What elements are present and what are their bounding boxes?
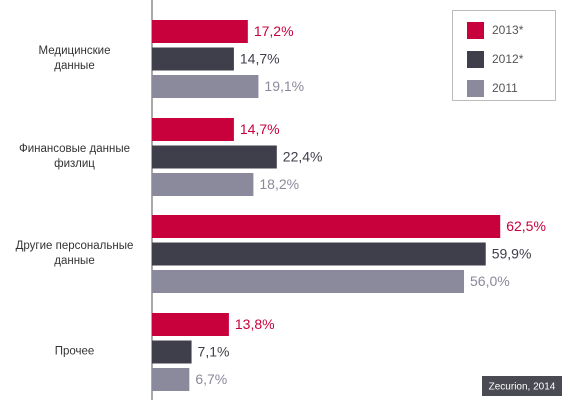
category-label: Прочее <box>54 345 95 358</box>
bar <box>152 313 229 336</box>
value-label: 13,8% <box>235 316 275 332</box>
bar <box>152 118 234 141</box>
value-label: 6,7% <box>195 371 227 387</box>
value-label: 7,1% <box>198 344 230 360</box>
category-label: Финансовые данные физлиц <box>19 143 130 170</box>
legend-swatch <box>467 51 484 68</box>
value-label: 19,1% <box>264 78 304 94</box>
category-label: Медицинские данные <box>38 45 111 72</box>
legend-label: 2012* <box>492 52 524 66</box>
source-box <box>482 376 562 396</box>
value-label: 14,7% <box>240 51 280 67</box>
bar <box>152 215 501 238</box>
bar <box>152 47 234 71</box>
legend-swatch <box>467 80 484 97</box>
bar <box>152 242 486 266</box>
bar <box>152 340 192 364</box>
value-label: 59,9% <box>492 246 532 262</box>
bar <box>152 75 259 98</box>
legend-label: 2013* <box>492 23 524 37</box>
legend-swatch <box>467 22 484 39</box>
bar <box>152 173 254 196</box>
value-label: 18,2% <box>259 176 299 192</box>
value-label: 17,2% <box>254 23 294 39</box>
bar <box>152 368 190 391</box>
value-label: 56,0% <box>470 273 510 289</box>
value-label: 22,4% <box>283 149 323 165</box>
bar <box>152 145 277 169</box>
category-label: Другие персональные данные <box>15 240 134 267</box>
legend-label: 2011 <box>492 81 518 95</box>
source: Zecurion, 2014 <box>489 382 556 393</box>
value-label: 14,7% <box>240 121 280 137</box>
value-label: 62,5% <box>506 218 546 234</box>
bar <box>152 270 464 293</box>
bar <box>152 20 248 43</box>
